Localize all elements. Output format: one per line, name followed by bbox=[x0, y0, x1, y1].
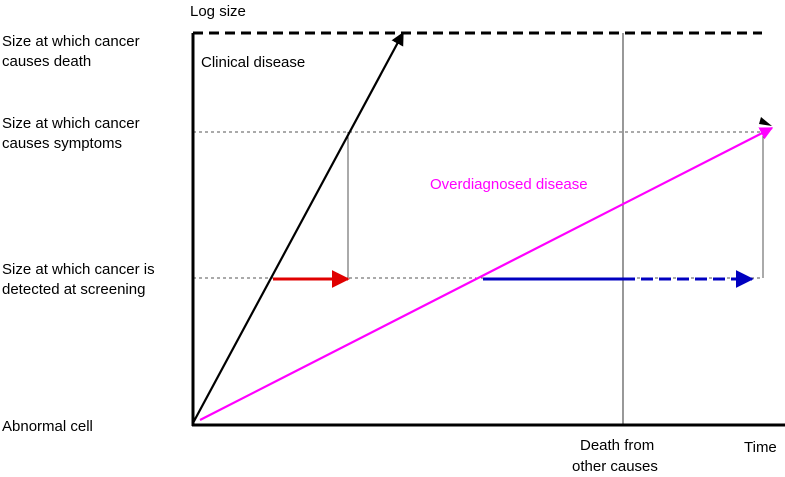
overdiagnosed-disease-line bbox=[199, 127, 774, 421]
clinical-disease-line bbox=[192, 31, 404, 424]
screening-level-label-line1: Size at which cancer is bbox=[2, 261, 155, 278]
other-death-label-line1: Death from bbox=[580, 437, 654, 454]
overdiagnosed-disease-label: Overdiagnosed disease bbox=[430, 176, 588, 193]
x-axis-title: Time bbox=[744, 439, 777, 456]
right-black-arrowhead bbox=[759, 117, 772, 126]
screening-level-label-line2: detected at screening bbox=[2, 281, 145, 298]
origin-label: Abnormal cell bbox=[2, 418, 93, 435]
death-level-label-line2: causes death bbox=[2, 53, 91, 70]
clinical-disease-label: Clinical disease bbox=[201, 54, 305, 71]
symptoms-level-label-line2: causes symptoms bbox=[2, 135, 122, 152]
other-death-label-line2: other causes bbox=[572, 458, 658, 475]
symptoms-level-label-line1: Size at which cancer bbox=[2, 115, 140, 132]
y-axis-title: Log size bbox=[190, 3, 246, 20]
death-level-label-line1: Size at which cancer bbox=[2, 33, 140, 50]
